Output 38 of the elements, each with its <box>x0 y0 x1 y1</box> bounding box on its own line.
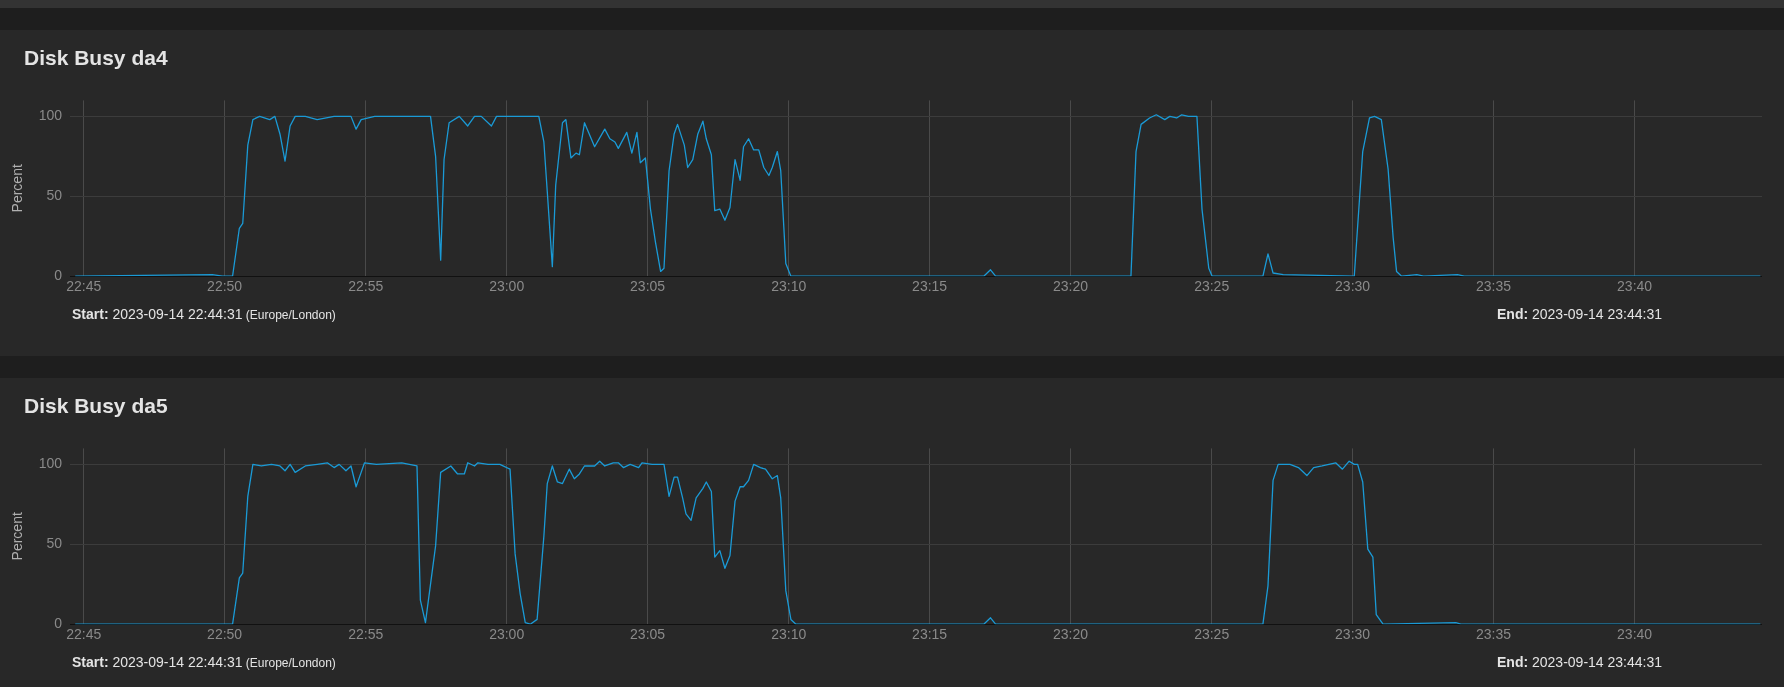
x-tick-label: 23:20 <box>1053 278 1089 295</box>
x-tick-label: 23:00 <box>489 278 525 295</box>
x-tick-label: 23:35 <box>1475 278 1512 295</box>
chart-title: Disk Busy da5 <box>24 394 168 418</box>
x-tick-label: 22:55 <box>348 278 384 295</box>
y-tick-label: 100 <box>38 455 63 472</box>
x-tick-label: 23:10 <box>771 626 807 643</box>
x-tick-label: 22:50 <box>207 278 243 295</box>
x-tick-label: 23:05 <box>630 626 666 643</box>
x-tick-label: 23:10 <box>771 278 807 295</box>
y-tick-label: 50 <box>46 535 63 552</box>
y-tick-label: 0 <box>54 615 63 632</box>
y-tick-label: 50 <box>46 187 63 204</box>
x-tick-label: 23:15 <box>912 278 948 295</box>
y-tick-label: 0 <box>54 267 63 284</box>
x-tick-label: 23:30 <box>1335 626 1371 643</box>
x-tick-label: 23:40 <box>1617 278 1653 295</box>
x-tick-label: 22:50 <box>207 626 243 643</box>
x-tick-label: 23:15 <box>912 626 948 643</box>
x-tick-label: 23:25 <box>1194 626 1230 643</box>
x-tick-label: 23:20 <box>1053 626 1089 643</box>
text: End: 2023-09-14 23:44:31 <box>1497 306 1662 322</box>
chart-title: Disk Busy da4 <box>24 46 168 70</box>
x-tick-label: 23:35 <box>1475 626 1512 643</box>
x-tick-label: 23:30 <box>1335 278 1371 295</box>
text: Start: 2023-09-14 22:44:31 (Europe/London) <box>72 306 336 322</box>
text: End: 2023-09-14 23:44:31 <box>1497 654 1662 670</box>
x-tick-label: 22:55 <box>348 626 384 643</box>
x-tick-label: 22:45 <box>66 626 102 643</box>
x-tick-label: 23:00 <box>489 626 525 643</box>
text: Start: 2023-09-14 22:44:31 (Europe/London) <box>72 654 336 670</box>
x-tick-label: 23:05 <box>630 278 666 295</box>
x-tick-label: 23:25 <box>1194 278 1230 295</box>
y-tick-label: 100 <box>38 107 63 124</box>
x-tick-label: 23:40 <box>1617 626 1653 643</box>
y-axis-title: Percent <box>9 164 26 213</box>
y-axis-title: Percent <box>9 512 26 561</box>
x-tick-label: 22:45 <box>66 278 102 295</box>
